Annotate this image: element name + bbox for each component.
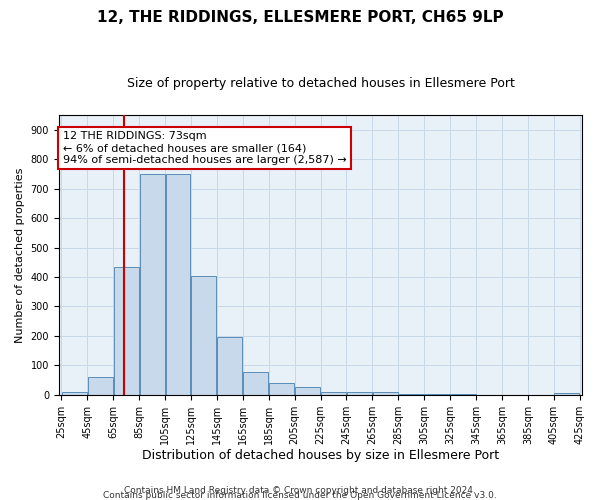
Bar bbox=[217, 337, 242, 394]
Title: Size of property relative to detached houses in Ellesmere Port: Size of property relative to detached ho… bbox=[127, 78, 514, 90]
Bar bbox=[191, 276, 217, 394]
Bar bbox=[166, 174, 190, 394]
Text: 12 THE RIDDINGS: 73sqm
← 6% of detached houses are smaller (164)
94% of semi-det: 12 THE RIDDINGS: 73sqm ← 6% of detached … bbox=[62, 132, 346, 164]
Bar bbox=[295, 388, 320, 394]
Text: 12, THE RIDDINGS, ELLESMERE PORT, CH65 9LP: 12, THE RIDDINGS, ELLESMERE PORT, CH65 9… bbox=[97, 10, 503, 25]
Bar bbox=[114, 267, 139, 394]
Bar bbox=[373, 392, 398, 394]
Bar bbox=[269, 383, 294, 394]
Bar bbox=[244, 372, 268, 394]
X-axis label: Distribution of detached houses by size in Ellesmere Port: Distribution of detached houses by size … bbox=[142, 450, 499, 462]
Bar bbox=[347, 392, 372, 394]
Bar bbox=[62, 392, 87, 394]
Bar bbox=[88, 377, 113, 394]
Text: Contains HM Land Registry data © Crown copyright and database right 2024.: Contains HM Land Registry data © Crown c… bbox=[124, 486, 476, 495]
Y-axis label: Number of detached properties: Number of detached properties bbox=[15, 168, 25, 342]
Text: Contains public sector information licensed under the Open Government Licence v3: Contains public sector information licen… bbox=[103, 491, 497, 500]
Bar bbox=[140, 174, 164, 394]
Bar bbox=[321, 392, 346, 394]
